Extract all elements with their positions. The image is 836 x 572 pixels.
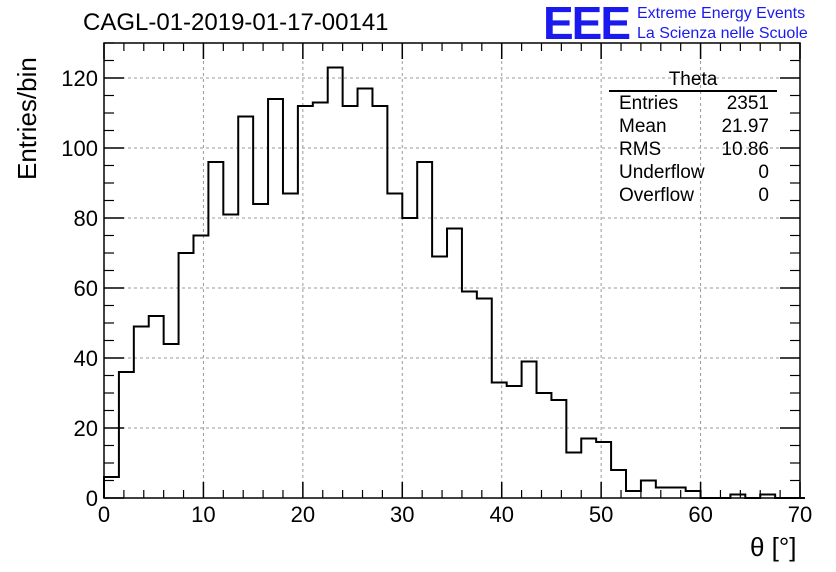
histogram-bin bbox=[492, 383, 507, 499]
plot-frame bbox=[103, 42, 801, 499]
y-tick-label: 20 bbox=[74, 416, 98, 441]
stats-label: Entries bbox=[619, 93, 679, 114]
logo-line-1: Extreme Energy Events bbox=[637, 5, 806, 22]
x-tick-labels: 0 10 20 30 40 50 60 70 bbox=[98, 502, 812, 527]
stats-row-rms: RMS 10.86 bbox=[609, 138, 777, 161]
histogram-bin bbox=[149, 316, 164, 498]
x-tick-label: 30 bbox=[390, 502, 414, 527]
histogram-bin bbox=[462, 292, 477, 499]
x-tick-label: 40 bbox=[489, 502, 513, 527]
histogram-bin bbox=[611, 470, 626, 498]
histogram-bin bbox=[686, 491, 701, 498]
x-tick-label: 20 bbox=[291, 502, 315, 527]
grid-lines bbox=[104, 43, 800, 498]
stats-box: Theta Entries 2351 Mean 21.97 RMS 10.86 … bbox=[609, 70, 777, 207]
histogram-bin bbox=[193, 236, 208, 499]
histogram-bin bbox=[477, 299, 492, 499]
stats-row-underflow: Underflow 0 bbox=[609, 161, 777, 184]
histogram-bin bbox=[372, 106, 387, 498]
x-tick-label: 10 bbox=[191, 502, 215, 527]
stats-value: 21.97 bbox=[721, 116, 769, 137]
chart-title: CAGL-01-2019-01-17-00141 bbox=[83, 9, 389, 36]
stats-row-mean: Mean 21.97 bbox=[609, 115, 777, 138]
logo-line-2: La Scienza nelle Scuole bbox=[637, 25, 808, 42]
stats-value: 2351 bbox=[726, 93, 769, 114]
histogram-bin bbox=[507, 386, 522, 498]
histogram-bin bbox=[328, 68, 343, 499]
x-tick-label: 50 bbox=[589, 502, 613, 527]
stats-row-overflow: Overflow 0 bbox=[609, 184, 777, 207]
histogram-bin bbox=[223, 215, 238, 499]
x-tick-label: 70 bbox=[788, 502, 812, 527]
eee-logo: EEE bbox=[543, 0, 631, 49]
histogram-bin bbox=[641, 481, 656, 499]
histogram-bin bbox=[164, 344, 179, 498]
histogram-bin bbox=[298, 106, 313, 498]
histogram-bin bbox=[447, 229, 462, 499]
y-axis-label: Entries/bin bbox=[12, 57, 42, 180]
histogram-bin bbox=[671, 488, 686, 499]
histogram-bin bbox=[238, 117, 253, 499]
stats-label: RMS bbox=[619, 139, 662, 160]
histogram-bin bbox=[537, 393, 552, 498]
stats-value: 0 bbox=[758, 185, 769, 206]
histogram-bin bbox=[208, 162, 223, 498]
histogram-bin bbox=[566, 453, 581, 499]
histogram-bin bbox=[283, 194, 298, 499]
histogram-bin bbox=[268, 99, 283, 498]
histogram-bin bbox=[119, 372, 134, 498]
histogram-bin bbox=[656, 488, 671, 499]
histogram-bin bbox=[179, 253, 194, 498]
y-tick-label: 120 bbox=[61, 66, 98, 91]
stats-label: Underflow bbox=[619, 162, 705, 183]
histogram-bin bbox=[417, 162, 432, 498]
stats-value: 10.86 bbox=[721, 139, 769, 160]
x-tick-label: 60 bbox=[688, 502, 712, 527]
histogram-bin bbox=[551, 400, 566, 498]
histogram-bin bbox=[358, 89, 373, 499]
histogram-bin bbox=[387, 194, 402, 499]
histogram-bin bbox=[134, 327, 149, 499]
y-tick-label: 80 bbox=[74, 206, 98, 231]
histogram-bin bbox=[313, 103, 328, 499]
histogram-bin bbox=[432, 257, 447, 499]
y-tick-label: 0 bbox=[86, 486, 98, 511]
y-tick-label: 60 bbox=[74, 276, 98, 301]
histogram-bin bbox=[596, 442, 611, 498]
x-axis-label: θ [°] bbox=[750, 532, 797, 562]
histogram-outline bbox=[103, 66, 805, 499]
stats-value: 0 bbox=[758, 162, 769, 183]
y-tick-label: 100 bbox=[61, 136, 98, 161]
stats-label: Mean bbox=[619, 116, 667, 137]
y-tick-label: 40 bbox=[74, 346, 98, 371]
x-tick-label: 0 bbox=[98, 502, 110, 527]
stats-label: Overflow bbox=[619, 185, 694, 206]
histogram-bin bbox=[343, 106, 358, 498]
logo-text: Extreme Energy Events La Scienza nelle S… bbox=[637, 4, 808, 44]
stats-title: Theta bbox=[609, 70, 777, 92]
y-tick-labels: 0 20 40 60 80 100 120 bbox=[61, 66, 98, 511]
histogram-bin bbox=[581, 439, 596, 499]
histogram-bin bbox=[253, 204, 268, 498]
histogram-bin bbox=[522, 362, 537, 499]
histogram-bin bbox=[626, 491, 641, 498]
stats-row-entries: Entries 2351 bbox=[609, 92, 777, 115]
